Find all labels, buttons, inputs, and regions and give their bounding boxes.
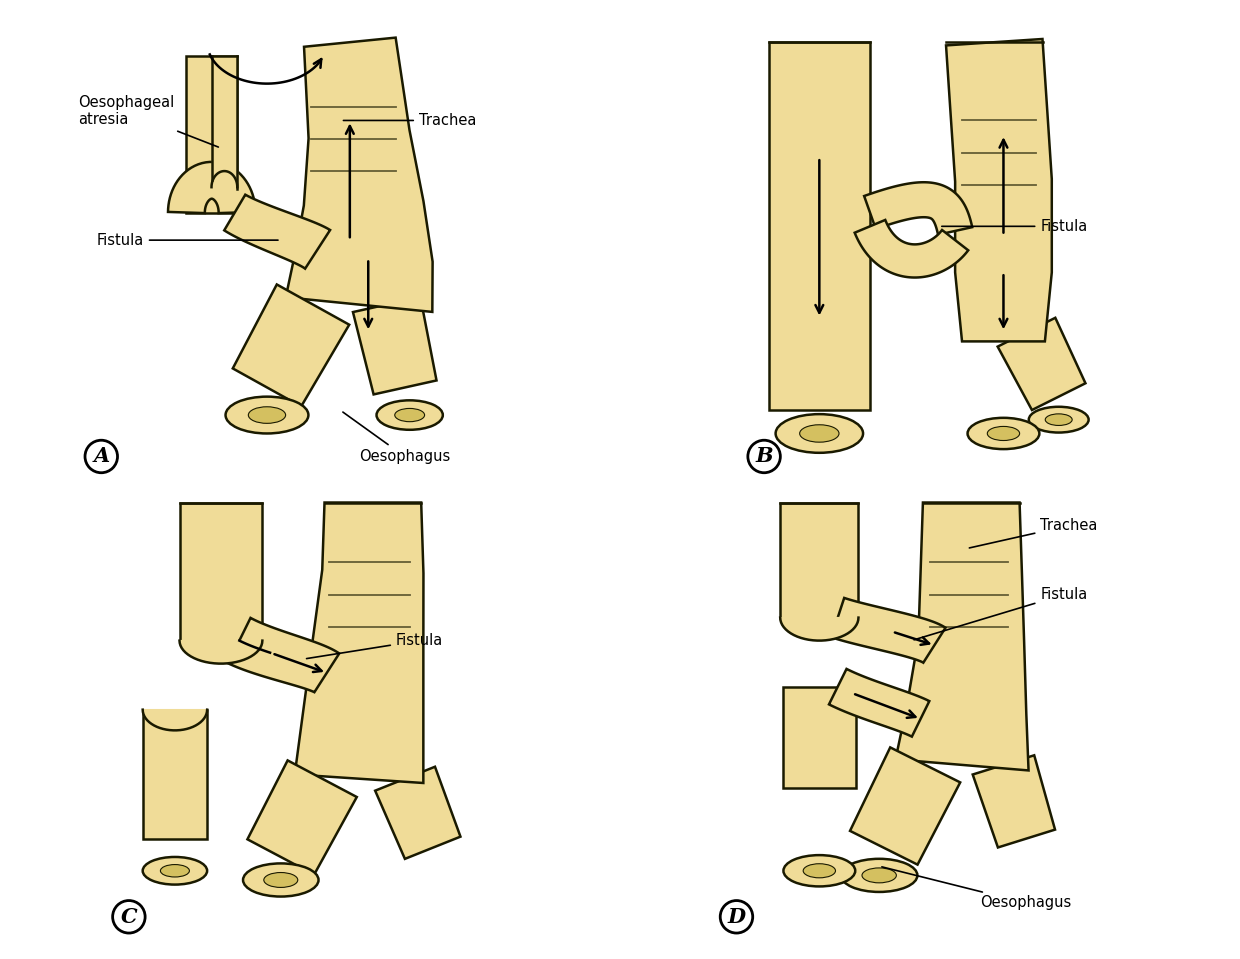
Text: Fistula: Fistula: [914, 587, 1087, 640]
Polygon shape: [143, 710, 207, 731]
Text: D: D: [728, 907, 745, 926]
Ellipse shape: [784, 855, 856, 886]
Polygon shape: [143, 710, 207, 838]
Polygon shape: [946, 39, 1052, 341]
Polygon shape: [849, 747, 960, 865]
Polygon shape: [376, 767, 460, 859]
Polygon shape: [831, 597, 946, 663]
Polygon shape: [295, 503, 423, 783]
Ellipse shape: [1045, 414, 1073, 426]
Ellipse shape: [394, 409, 424, 422]
Polygon shape: [167, 162, 255, 213]
Text: Fistula: Fistula: [942, 219, 1087, 234]
Polygon shape: [854, 220, 968, 277]
Polygon shape: [830, 668, 929, 737]
Text: B: B: [755, 447, 773, 466]
Polygon shape: [353, 297, 436, 394]
Polygon shape: [180, 641, 263, 664]
Polygon shape: [782, 687, 856, 788]
Text: C: C: [120, 907, 138, 926]
Ellipse shape: [1029, 407, 1089, 433]
Ellipse shape: [862, 868, 897, 883]
Polygon shape: [212, 56, 237, 185]
Text: Fistula: Fistula: [306, 633, 443, 659]
Ellipse shape: [775, 414, 863, 453]
Polygon shape: [228, 618, 340, 692]
Polygon shape: [180, 503, 263, 641]
Text: Fistula: Fistula: [97, 233, 278, 247]
Ellipse shape: [243, 863, 319, 897]
Polygon shape: [864, 182, 972, 235]
Polygon shape: [780, 618, 858, 641]
Ellipse shape: [226, 397, 309, 433]
Polygon shape: [972, 756, 1055, 848]
Polygon shape: [998, 317, 1085, 410]
Polygon shape: [224, 195, 330, 269]
Ellipse shape: [264, 873, 298, 887]
Polygon shape: [186, 56, 237, 213]
Polygon shape: [248, 760, 357, 875]
Polygon shape: [895, 503, 1028, 770]
Polygon shape: [285, 37, 433, 312]
Ellipse shape: [377, 400, 443, 430]
Ellipse shape: [248, 407, 285, 423]
Polygon shape: [233, 285, 350, 407]
Text: Oesophageal
atresia: Oesophageal atresia: [78, 95, 218, 147]
Text: Trachea: Trachea: [970, 518, 1097, 548]
Polygon shape: [780, 503, 858, 618]
Polygon shape: [769, 42, 870, 410]
Text: Oesophagus: Oesophagus: [343, 412, 450, 464]
Ellipse shape: [841, 859, 918, 892]
Text: Trachea: Trachea: [343, 113, 476, 128]
Text: Oesophagus: Oesophagus: [882, 867, 1071, 910]
Ellipse shape: [804, 864, 836, 877]
Ellipse shape: [143, 857, 207, 884]
Ellipse shape: [967, 418, 1039, 449]
Ellipse shape: [160, 865, 190, 877]
Ellipse shape: [987, 427, 1019, 440]
Ellipse shape: [800, 425, 839, 442]
Text: A: A: [93, 447, 109, 466]
